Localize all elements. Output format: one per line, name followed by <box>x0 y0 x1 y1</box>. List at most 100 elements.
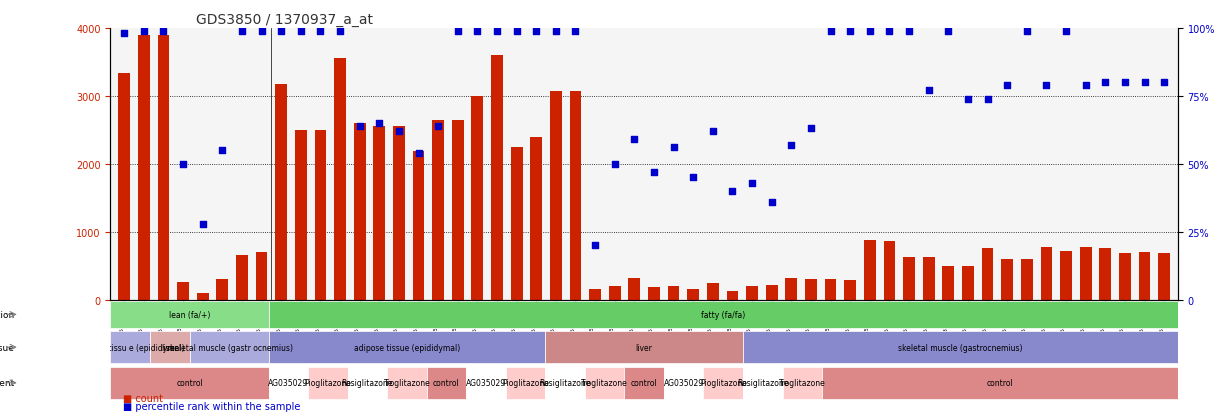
Point <box>644 169 664 176</box>
Point <box>526 28 546 35</box>
FancyBboxPatch shape <box>269 367 308 399</box>
Point <box>1155 80 1174 86</box>
Bar <box>667 286 680 300</box>
Bar <box>334 59 346 300</box>
FancyBboxPatch shape <box>744 367 783 399</box>
Bar <box>196 293 209 300</box>
Bar <box>1021 259 1033 300</box>
Point <box>1096 80 1115 86</box>
Point <box>998 83 1017 89</box>
Text: GDS3850 / 1370937_a_at: GDS3850 / 1370937_a_at <box>196 12 373 26</box>
Text: Rosiglitazone: Rosiglitazone <box>342 378 393 387</box>
Point <box>1017 28 1037 35</box>
Bar <box>216 279 228 300</box>
Bar <box>1158 254 1171 300</box>
Point <box>683 175 703 181</box>
Bar <box>785 278 798 300</box>
FancyBboxPatch shape <box>110 301 269 328</box>
Text: AG035029: AG035029 <box>466 378 506 387</box>
Point <box>330 28 350 35</box>
Point <box>389 128 409 135</box>
Point <box>605 161 625 168</box>
Bar <box>1080 247 1092 300</box>
Bar <box>942 266 955 300</box>
Point <box>507 28 526 35</box>
Bar <box>373 126 385 300</box>
Bar <box>157 36 169 300</box>
FancyBboxPatch shape <box>189 331 269 363</box>
Bar <box>491 56 503 300</box>
FancyBboxPatch shape <box>427 367 466 399</box>
FancyBboxPatch shape <box>466 367 506 399</box>
Point <box>193 221 212 227</box>
Bar <box>1001 259 1014 300</box>
Point <box>173 161 193 168</box>
Bar <box>883 242 896 300</box>
FancyBboxPatch shape <box>269 301 1178 328</box>
Point <box>664 145 683 152</box>
Point <box>1115 80 1135 86</box>
Point <box>625 137 644 143</box>
Bar <box>393 126 405 300</box>
FancyBboxPatch shape <box>822 367 1178 399</box>
Point <box>723 188 742 195</box>
Bar <box>923 258 935 300</box>
FancyBboxPatch shape <box>110 367 269 399</box>
Text: adipose tissue (epididymal): adipose tissue (epididymal) <box>353 343 460 352</box>
Text: tissue: tissue <box>0 343 15 352</box>
FancyBboxPatch shape <box>110 331 150 363</box>
Text: ■ percentile rank within the sample: ■ percentile rank within the sample <box>123 401 301 411</box>
Bar <box>137 36 150 300</box>
Text: genotype/variation: genotype/variation <box>0 310 15 319</box>
Point <box>585 242 605 249</box>
Bar <box>255 252 267 300</box>
Text: adipose tissu e (epididymal): adipose tissu e (epididymal) <box>76 343 184 352</box>
Bar <box>766 286 778 300</box>
Point <box>212 147 232 154</box>
Bar <box>236 256 248 300</box>
Text: skeletal muscle (gastr ocnemius): skeletal muscle (gastr ocnemius) <box>166 343 292 352</box>
FancyBboxPatch shape <box>308 367 347 399</box>
Point <box>1037 83 1056 89</box>
Text: control: control <box>987 378 1014 387</box>
Point <box>762 199 782 206</box>
Bar <box>432 120 444 300</box>
Bar <box>471 97 483 300</box>
Point <box>487 28 507 35</box>
FancyBboxPatch shape <box>269 331 545 363</box>
Point <box>939 28 958 35</box>
Bar <box>903 258 915 300</box>
Bar <box>510 147 523 300</box>
Text: Pioglitazone: Pioglitazone <box>699 378 747 387</box>
Bar <box>118 74 130 300</box>
Text: fatty (fa/fa): fatty (fa/fa) <box>701 310 745 319</box>
Text: liver: liver <box>161 343 178 352</box>
Bar <box>962 266 974 300</box>
Bar <box>844 280 856 300</box>
Point <box>271 28 291 35</box>
Point <box>448 28 467 35</box>
Bar <box>294 131 307 300</box>
FancyBboxPatch shape <box>545 331 744 363</box>
Point <box>232 28 252 35</box>
Text: control: control <box>631 378 658 387</box>
Point <box>409 150 428 157</box>
Bar <box>982 248 994 300</box>
Bar <box>648 288 660 300</box>
Bar <box>353 124 366 300</box>
Text: AG035029: AG035029 <box>269 378 308 387</box>
Bar <box>609 286 621 300</box>
Point <box>801 126 821 133</box>
Point <box>840 28 860 35</box>
Text: Troglitazone: Troglitazone <box>384 378 431 387</box>
Bar <box>314 131 326 300</box>
Text: Pioglitazone: Pioglitazone <box>502 378 548 387</box>
Bar <box>530 137 542 300</box>
Point <box>821 28 840 35</box>
FancyBboxPatch shape <box>783 367 822 399</box>
Point <box>703 128 723 135</box>
Point <box>467 28 487 35</box>
Bar <box>805 280 817 300</box>
Bar <box>707 284 719 300</box>
Bar <box>550 92 562 300</box>
